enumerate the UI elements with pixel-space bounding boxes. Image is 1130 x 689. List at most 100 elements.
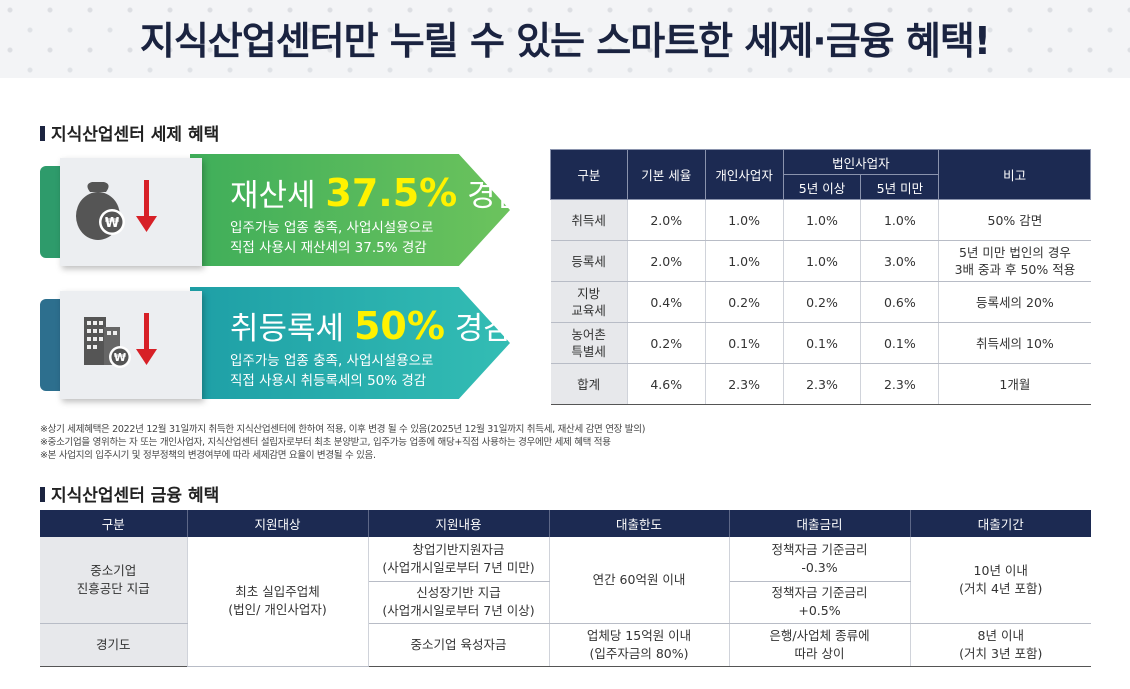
money-bag-icon: ₩ xyxy=(70,174,170,244)
th-fin-rate: 대출금리 xyxy=(729,510,911,537)
table-cell: 4.6% xyxy=(627,363,706,405)
table-row: 지방 교육세 0.4% 0.2% 0.2% 0.6% 등록세의 20% xyxy=(550,281,1091,323)
content-cell: 창업기반지원자금 (사업개시일로부터 7년 미만) xyxy=(368,537,550,582)
finance-section-title: 지식산업센터 금융 혜택 xyxy=(40,481,219,506)
table-cell: 1.0% xyxy=(860,199,940,241)
card-suffix: 경감 xyxy=(467,178,525,214)
org-cell: 중소기업 진흥공단 지급 xyxy=(40,537,188,624)
period-cell: 8년 이내 (거치 3년 포함) xyxy=(910,623,1091,667)
table-cell: 0.2% xyxy=(705,281,784,323)
table-row: 신성장기반 지급 (사업개시일로부터 7년 이상) 정책자금 기준금리 +0.5% xyxy=(40,581,1091,624)
th-individual: 개인사업자 xyxy=(704,149,784,200)
note-line: ※본 사업지의 입주시기 및 정부정책의 변경여부에 따라 세제감면 요율이 변… xyxy=(40,450,376,461)
card-desc-line1: 입주가능 업종 충족, 사업시설용으로 xyxy=(230,353,434,369)
table-row: 중소기업 진흥공단 지급 최초 실입주업체 (법인/ 개인사업자) 창업기반지원자금… xyxy=(40,537,1091,667)
th-category: 구분 xyxy=(550,149,628,200)
card-tab xyxy=(40,166,62,258)
content-cell: 중소기업 육성자금 xyxy=(368,623,550,667)
table-cell: 3.0% xyxy=(860,240,940,282)
table-cell: 2.0% xyxy=(627,240,706,282)
card-description: 입주가능 업종 충족, 사업시설용으로 직접 사용시 취등록세의 50% 경감 xyxy=(230,351,433,391)
table-row: 취득세 2.0% 1.0% 1.0% 1.0% 50% 감면 xyxy=(550,199,1091,241)
svg-text:₩: ₩ xyxy=(114,351,126,364)
rate-cell: 은행/사업체 종류에 따라 상이 xyxy=(729,623,911,667)
limit-cell: 연간 60억원 이내 xyxy=(549,537,730,624)
table-cell: 0.1% xyxy=(860,322,940,364)
row-header-cell: 취득세 xyxy=(550,199,628,241)
table-row: 합계 4.6% 2.3% 2.3% 2.3% 1개월 xyxy=(550,363,1091,405)
table-cell: 0.1% xyxy=(783,322,862,364)
finance-section-title-text: 지식산업센터 금융 혜택 xyxy=(51,486,220,506)
note-line: ※중소기업을 영위하는 자 또는 개인사업자, 지식산업센터 설립자로부터 최초… xyxy=(40,437,611,448)
title-bar-icon xyxy=(40,487,45,502)
th-corporate: 법인사업자 xyxy=(782,149,940,175)
table-cell: 1.0% xyxy=(783,199,862,241)
card-suffix: 경감 xyxy=(454,311,512,347)
table-row: 등록세 2.0% 1.0% 1.0% 3.0% 5년 미만 법인의 경우 3배 중과 후 5… xyxy=(550,240,1091,282)
org-cell: 경기도 xyxy=(40,623,188,667)
rate-cell: 정책자금 기준금리 -0.3% xyxy=(729,537,911,582)
table-cell: 2.3% xyxy=(783,363,862,405)
row-header-cell: 지방 교육세 xyxy=(550,281,628,323)
building-icon: ₩ xyxy=(70,307,170,377)
table-cell: 2.3% xyxy=(860,363,940,405)
th-fin-category: 구분 xyxy=(40,510,188,537)
table-cell: 0.2% xyxy=(627,322,706,364)
card-highlight: 50% xyxy=(353,304,445,348)
tax-section-title: 지식산업센터 세제 혜택 xyxy=(40,120,219,145)
card-headline: 재산세 37.5% 경감 xyxy=(230,170,524,215)
table-cell: 0.2% xyxy=(783,281,862,323)
th-fin-limit: 대출한도 xyxy=(549,510,730,537)
finance-table: 구분 지원대상 지원내용 대출한도 대출금리 대출기간 중소기업 진흥공단 지급 … xyxy=(40,510,1091,667)
tax-notes: ※상기 세제혜택은 2022년 12월 31일까지 취득한 지식산업센터에 한하… xyxy=(40,423,645,462)
rate-cell: 정책자금 기준금리 +0.5% xyxy=(729,581,911,624)
table-cell: 1.0% xyxy=(705,199,784,241)
row-header-cell: 농어촌 특별세 xyxy=(550,322,628,364)
table-cell: 2.0% xyxy=(627,199,706,241)
card-desc-line2: 직접 사용시 취등록세의 50% 경감 xyxy=(230,373,427,389)
th-base-rate: 기본 세율 xyxy=(626,149,706,200)
table-cell: 1개월 xyxy=(938,363,1091,405)
card-desc-line1: 입주가능 업종 충족, 사업시설용으로 xyxy=(230,220,434,236)
card-arrow xyxy=(190,287,510,399)
card-label: 취등록세 xyxy=(230,311,345,347)
th-fin-target: 지원대상 xyxy=(187,510,369,537)
table-cell: 5년 미만 법인의 경우 3배 중과 후 50% 적용 xyxy=(938,240,1091,282)
content-cell: 신성장기반 지급 (사업개시일로부터 7년 이상) xyxy=(368,581,550,624)
note-line: ※상기 세제혜택은 2022년 12월 31일까지 취득한 지식산업센터에 한하… xyxy=(40,424,646,435)
table-cell: 1.0% xyxy=(705,240,784,282)
th-fin-content: 지원내용 xyxy=(368,510,550,537)
th-corp-under5: 5년 미만 xyxy=(860,174,940,200)
table-cell: 0.4% xyxy=(627,281,706,323)
row-header-cell: 합계 xyxy=(550,363,628,405)
table-cell: 0.1% xyxy=(705,322,784,364)
table-cell: 취득세의 10% xyxy=(938,322,1091,364)
svg-text:₩: ₩ xyxy=(105,216,120,231)
card-desc-line2: 직접 사용시 재산세의 37.5% 경감 xyxy=(230,240,427,256)
card-tab xyxy=(40,299,62,391)
table-cell: 0.6% xyxy=(860,281,940,323)
page-title: 지식산업센터만 누릴 수 있는 스마트한 세제·금융 혜택! xyxy=(139,19,991,63)
hero-banner: 지식산업센터만 누릴 수 있는 스마트한 세제·금융 혜택! xyxy=(0,0,1130,78)
tax-table: 구분 기본 세율 개인사업자 법인사업자 비고 5년 이상 5년 미만 취득세 2… xyxy=(550,149,1091,405)
table-cell: 등록세의 20% xyxy=(938,281,1091,323)
card-arrow xyxy=(190,154,510,266)
period-cell: 10년 이내 (거치 4년 포함) xyxy=(910,537,1091,624)
table-cell: 2.3% xyxy=(705,363,784,405)
limit-cell: 업체당 15억원 이내 (입주자금의 80%) xyxy=(549,623,730,667)
table-row: 경기도 중소기업 육성자금 업체당 15억원 이내 (입주자금의 80%) 은행/… xyxy=(40,623,1091,667)
target-cell: 최초 실입주업체 (법인/ 개인사업자) xyxy=(187,537,369,667)
card-highlight: 37.5% xyxy=(325,171,458,215)
property-tax-card: ₩ 재산세 37.5% 경감 입주가능 업종 충족, 사업시설용으로 직접 사용… xyxy=(40,150,524,268)
table-row: 농어촌 특별세 0.2% 0.1% 0.1% 0.1% 취득세의 10% xyxy=(550,322,1091,364)
card-description: 입주가능 업종 충족, 사업시설용으로 직접 사용시 재산세의 37.5% 경감 xyxy=(230,218,433,258)
title-bar-icon xyxy=(40,126,45,141)
th-note: 비고 xyxy=(938,149,1091,200)
table-cell: 1.0% xyxy=(783,240,862,282)
table-cell: 50% 감면 xyxy=(938,199,1091,241)
card-icon-box xyxy=(60,291,202,399)
th-corp-over5: 5년 이상 xyxy=(782,174,862,200)
card-headline: 취등록세 50% 경감 xyxy=(230,303,512,348)
th-fin-period: 대출기간 xyxy=(910,510,1091,537)
tax-section-title-text: 지식산업센터 세제 혜택 xyxy=(51,125,220,145)
